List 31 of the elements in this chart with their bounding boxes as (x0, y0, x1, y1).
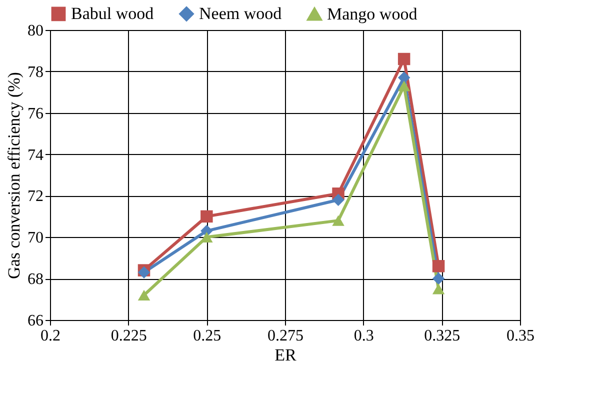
point (398, 72, 410, 84)
point (200, 232, 213, 242)
point (432, 260, 445, 272)
y-axis-title: Gas conversion efficiency (%) (4, 72, 24, 279)
y-tick-label: 70 (28, 230, 44, 247)
point (398, 52, 410, 66)
x-tick-label: 0.35 (506, 328, 534, 344)
legend-label: Neem wood (199, 4, 282, 23)
legend-label: Babul wood (71, 4, 154, 23)
x-tick-label: 0.3 (354, 328, 374, 344)
point (332, 194, 344, 206)
y-tick-label: 76 (28, 105, 44, 122)
x-tick-label: 0.25 (193, 328, 222, 344)
x-tick-label: 0.275 (268, 328, 304, 344)
x-tick-label: 0.2 (40, 328, 60, 344)
point (398, 80, 410, 92)
point (332, 215, 344, 226)
y-tick-label: 78 (28, 64, 44, 81)
x-tick-label: 0.325 (424, 328, 460, 344)
legend-label: Mango wood (327, 4, 418, 24)
point (138, 290, 150, 300)
y-tick-label: 80 (28, 22, 44, 40)
x-tick-label: 0.225 (110, 328, 147, 344)
y-tick-label: 74 (28, 146, 44, 164)
point (200, 210, 213, 223)
point (432, 272, 445, 285)
y-tick-label: 68 (28, 271, 44, 288)
y-tick-label: 66 (28, 312, 44, 330)
point (432, 284, 445, 294)
x-axis-title: ER (274, 346, 298, 364)
y-tick-label: 72 (28, 188, 44, 206)
